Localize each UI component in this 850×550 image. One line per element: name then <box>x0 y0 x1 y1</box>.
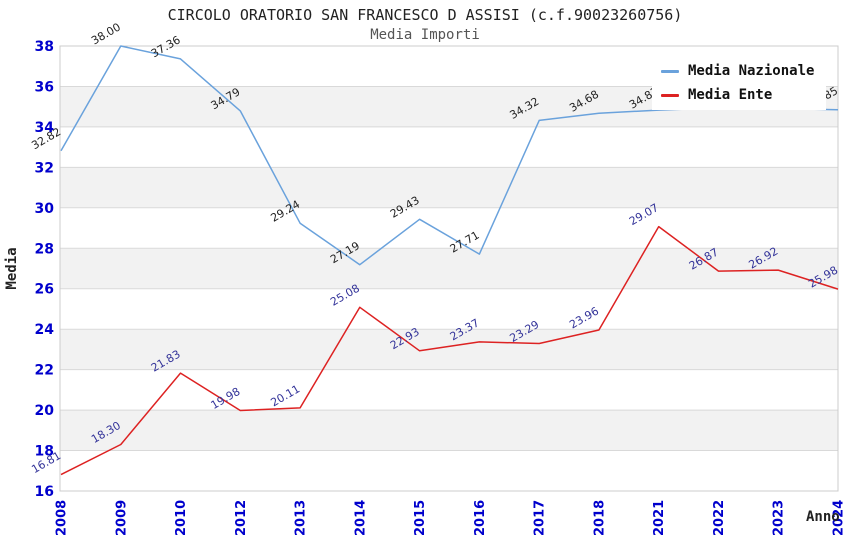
x-tick-label: 2018 <box>592 500 607 536</box>
y-tick-label: 28 <box>35 241 54 257</box>
chart-title: CIRCOLO ORATORIO SAN FRANCESCO D ASSISI … <box>167 6 683 24</box>
x-tick-label: 2015 <box>413 500 428 536</box>
x-tick-label: 2021 <box>652 500 667 536</box>
plot-border <box>59 45 839 492</box>
x-tick-label: 2008 <box>55 500 70 536</box>
x-tick-label: 2022 <box>712 500 727 536</box>
x-tick-label: 2013 <box>294 500 309 536</box>
legend-item: Media Ente <box>661 87 814 103</box>
chart-subtitle: Media Importi <box>370 27 480 43</box>
x-tick-label: 2024 <box>832 500 847 536</box>
data-label: 23.96 <box>567 304 601 331</box>
y-tick-label: 34 <box>35 120 55 136</box>
band-shading <box>60 410 838 451</box>
y-tick-label: 20 <box>35 403 55 419</box>
legend-label: Media Ente <box>688 87 773 103</box>
y-tick-label: 32 <box>35 160 54 176</box>
legend-swatch-icon <box>661 69 679 73</box>
y-tick-label: 22 <box>35 363 54 379</box>
y-tick-label: 38 <box>35 39 54 55</box>
y-tick-label: 18 <box>35 444 54 460</box>
x-tick-label: 2023 <box>772 500 787 536</box>
x-tick-label: 2017 <box>533 500 548 536</box>
x-tick-label: 2009 <box>114 500 129 536</box>
data-label: 20.11 <box>268 382 302 409</box>
series-line-media-ente <box>60 225 839 476</box>
x-tick-label: 2014 <box>353 500 368 536</box>
x-tick-label: 2012 <box>234 500 249 536</box>
x-tick-label: 2016 <box>473 500 488 536</box>
y-tick-label: 16 <box>35 484 54 500</box>
x-axis-title: Anno <box>806 509 840 525</box>
y-tick-label: 26 <box>35 282 54 298</box>
band-shading <box>60 329 838 370</box>
y-axis-title: Media <box>4 247 20 289</box>
legend-swatch-icon <box>661 93 679 97</box>
y-tick-label: 36 <box>35 80 54 96</box>
y-tick-label: 24 <box>35 322 55 338</box>
legend-item: Media Nazionale <box>661 63 814 79</box>
band-shading <box>60 248 838 289</box>
data-label: 38.00 <box>89 20 123 47</box>
y-tick-label: 30 <box>35 201 55 217</box>
legend-label: Media Nazionale <box>688 63 815 79</box>
x-tick-label: 2010 <box>174 500 189 536</box>
legend: Media Nazionale Media Ente <box>652 56 827 110</box>
band-shading <box>60 167 838 208</box>
